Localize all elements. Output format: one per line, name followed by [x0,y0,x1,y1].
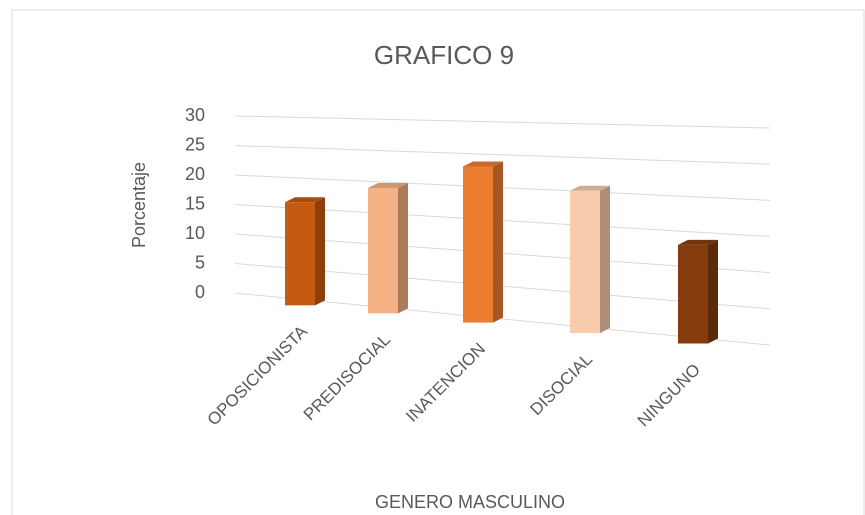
y-axis-label: Porcentaje [129,162,149,248]
x-axis-label: GENERO MASCULINO [375,492,565,512]
bar-side [708,239,718,344]
y-tick-label: 0 [195,282,205,302]
bar-top [463,161,503,167]
bar-side [315,197,325,306]
bar-side [600,185,610,334]
y-tick-label: 5 [195,252,205,272]
bar-top [678,239,718,245]
y-tick-label: 20 [185,164,205,184]
chart-title: GRAFICO 9 [374,40,514,70]
grid-line [234,115,771,129]
y-tick-label: 15 [185,193,205,213]
bar [463,166,493,323]
bar-top [570,185,610,191]
y-tick-label: 25 [185,134,205,154]
bar [285,202,315,306]
bar-top [285,197,325,203]
bar [570,190,600,334]
bar [678,244,708,344]
y-tick-label: 30 [185,105,205,125]
bar-side [493,161,503,323]
grid-line [234,145,771,165]
y-tick-label: 10 [185,223,205,243]
bar [368,188,398,314]
chart-border [11,9,865,515]
bar-side [398,183,408,314]
bar-top [368,183,408,189]
